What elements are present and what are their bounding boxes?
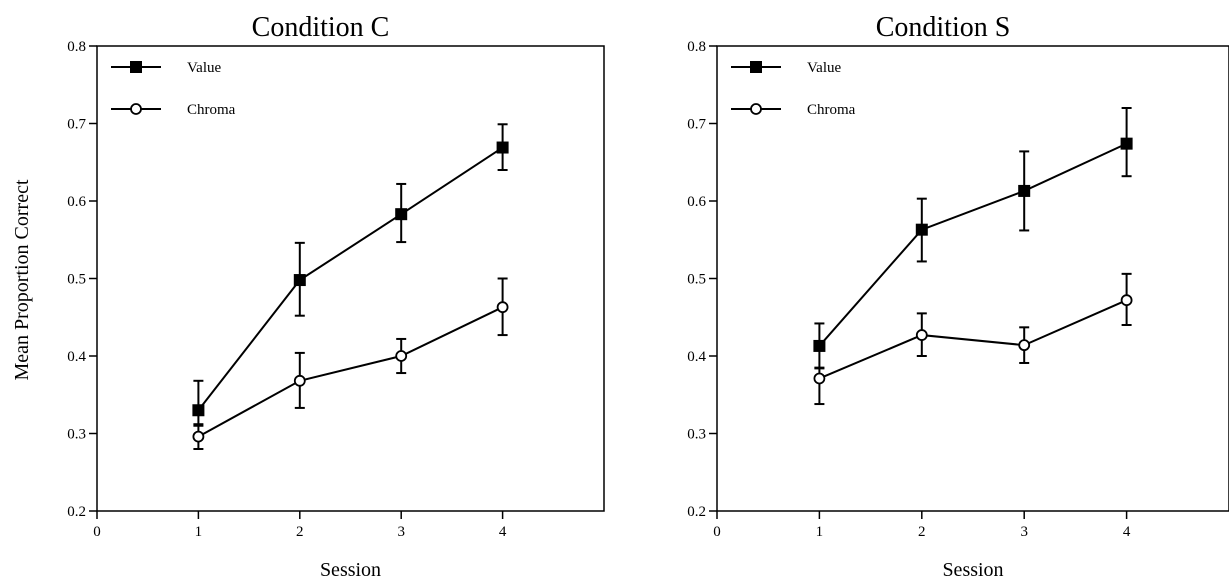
- y-tick-label: 0.5: [67, 272, 86, 288]
- x-tick-label: 3: [397, 524, 405, 540]
- data-point: [293, 274, 306, 287]
- series-line: [819, 299, 1128, 380]
- chart-panel-1: Condition C 0.2 0.3 0.4 0.5 0.6 0.7 0.8 0 1 2 3 4 Ses…: [67, 12, 605, 581]
- data-point: [1120, 137, 1133, 150]
- x-tick-label: 2: [918, 524, 926, 540]
- series-chroma: Chroma: [111, 102, 509, 450]
- x-tick-label: 0: [93, 524, 101, 540]
- data-point: [293, 374, 306, 387]
- y-tick-label: 0.4: [67, 349, 86, 365]
- data-point: [813, 372, 826, 385]
- data-point: [496, 301, 509, 314]
- series-line: [197, 146, 504, 411]
- y-axis-label: Mean Proportion Correct: [11, 179, 33, 381]
- legend-label: Chroma: [807, 102, 856, 118]
- chart-panel-2: Condition S 0.2 0.3 0.4 0.5 0.6 0.7 0.8 0 1 2 3 4 Ses…: [687, 12, 1229, 581]
- data-point: [915, 223, 928, 236]
- x-tick-label: 4: [1123, 524, 1131, 540]
- data-point: [395, 208, 408, 221]
- chart-title: Condition C: [252, 12, 390, 43]
- y-tick-label: 0.5: [687, 272, 706, 288]
- plot-frame: [716, 45, 1229, 512]
- x-axis-label: Session: [942, 559, 1003, 581]
- y-tick-label: 0.6: [67, 194, 86, 210]
- chart-title: Condition S: [876, 12, 1011, 43]
- y-tick-label: 0.3: [687, 427, 706, 443]
- legend-marker: [130, 61, 142, 73]
- legend-marker: [750, 103, 762, 115]
- series-value: Value: [111, 60, 509, 427]
- x-tick-label: 1: [816, 524, 824, 540]
- data-point: [192, 430, 205, 443]
- y-tick-label: 0.6: [687, 194, 706, 210]
- y-tick-label: 0.4: [687, 349, 706, 365]
- data-point: [915, 329, 928, 341]
- x-tick-label: 3: [1020, 524, 1028, 540]
- series-line: [197, 306, 504, 438]
- legend-label: Value: [807, 60, 841, 76]
- data-point: [395, 350, 408, 362]
- x-tick-label: 0: [713, 524, 721, 540]
- y-tick-label: 0.7: [67, 117, 86, 133]
- plot-frame: [96, 45, 605, 512]
- series-chroma: Chroma: [731, 102, 1133, 406]
- data-point: [1018, 339, 1031, 352]
- data-point: [192, 404, 205, 417]
- y-tick-label: 0.3: [67, 427, 86, 443]
- series-value: Value: [731, 60, 1133, 369]
- x-axis-label: Session: [320, 559, 381, 581]
- legend-label: Chroma: [187, 102, 236, 118]
- data-point: [813, 339, 826, 352]
- x-tick-label: 4: [499, 524, 507, 540]
- x-tick-label: 1: [195, 524, 203, 540]
- y-tick-label: 0.7: [687, 117, 706, 133]
- legend-marker: [750, 61, 762, 73]
- data-point: [496, 141, 509, 154]
- data-point: [1120, 294, 1133, 307]
- y-tick-label: 0.8: [687, 39, 706, 55]
- data-point: [1018, 184, 1031, 197]
- legend-marker: [130, 103, 142, 115]
- y-tick-label: 0.2: [687, 504, 706, 520]
- series-line: [818, 142, 1128, 347]
- x-tick-label: 2: [296, 524, 304, 540]
- y-tick-label: 0.2: [67, 504, 86, 520]
- y-tick-label: 0.8: [67, 39, 86, 55]
- legend-label: Value: [187, 60, 221, 76]
